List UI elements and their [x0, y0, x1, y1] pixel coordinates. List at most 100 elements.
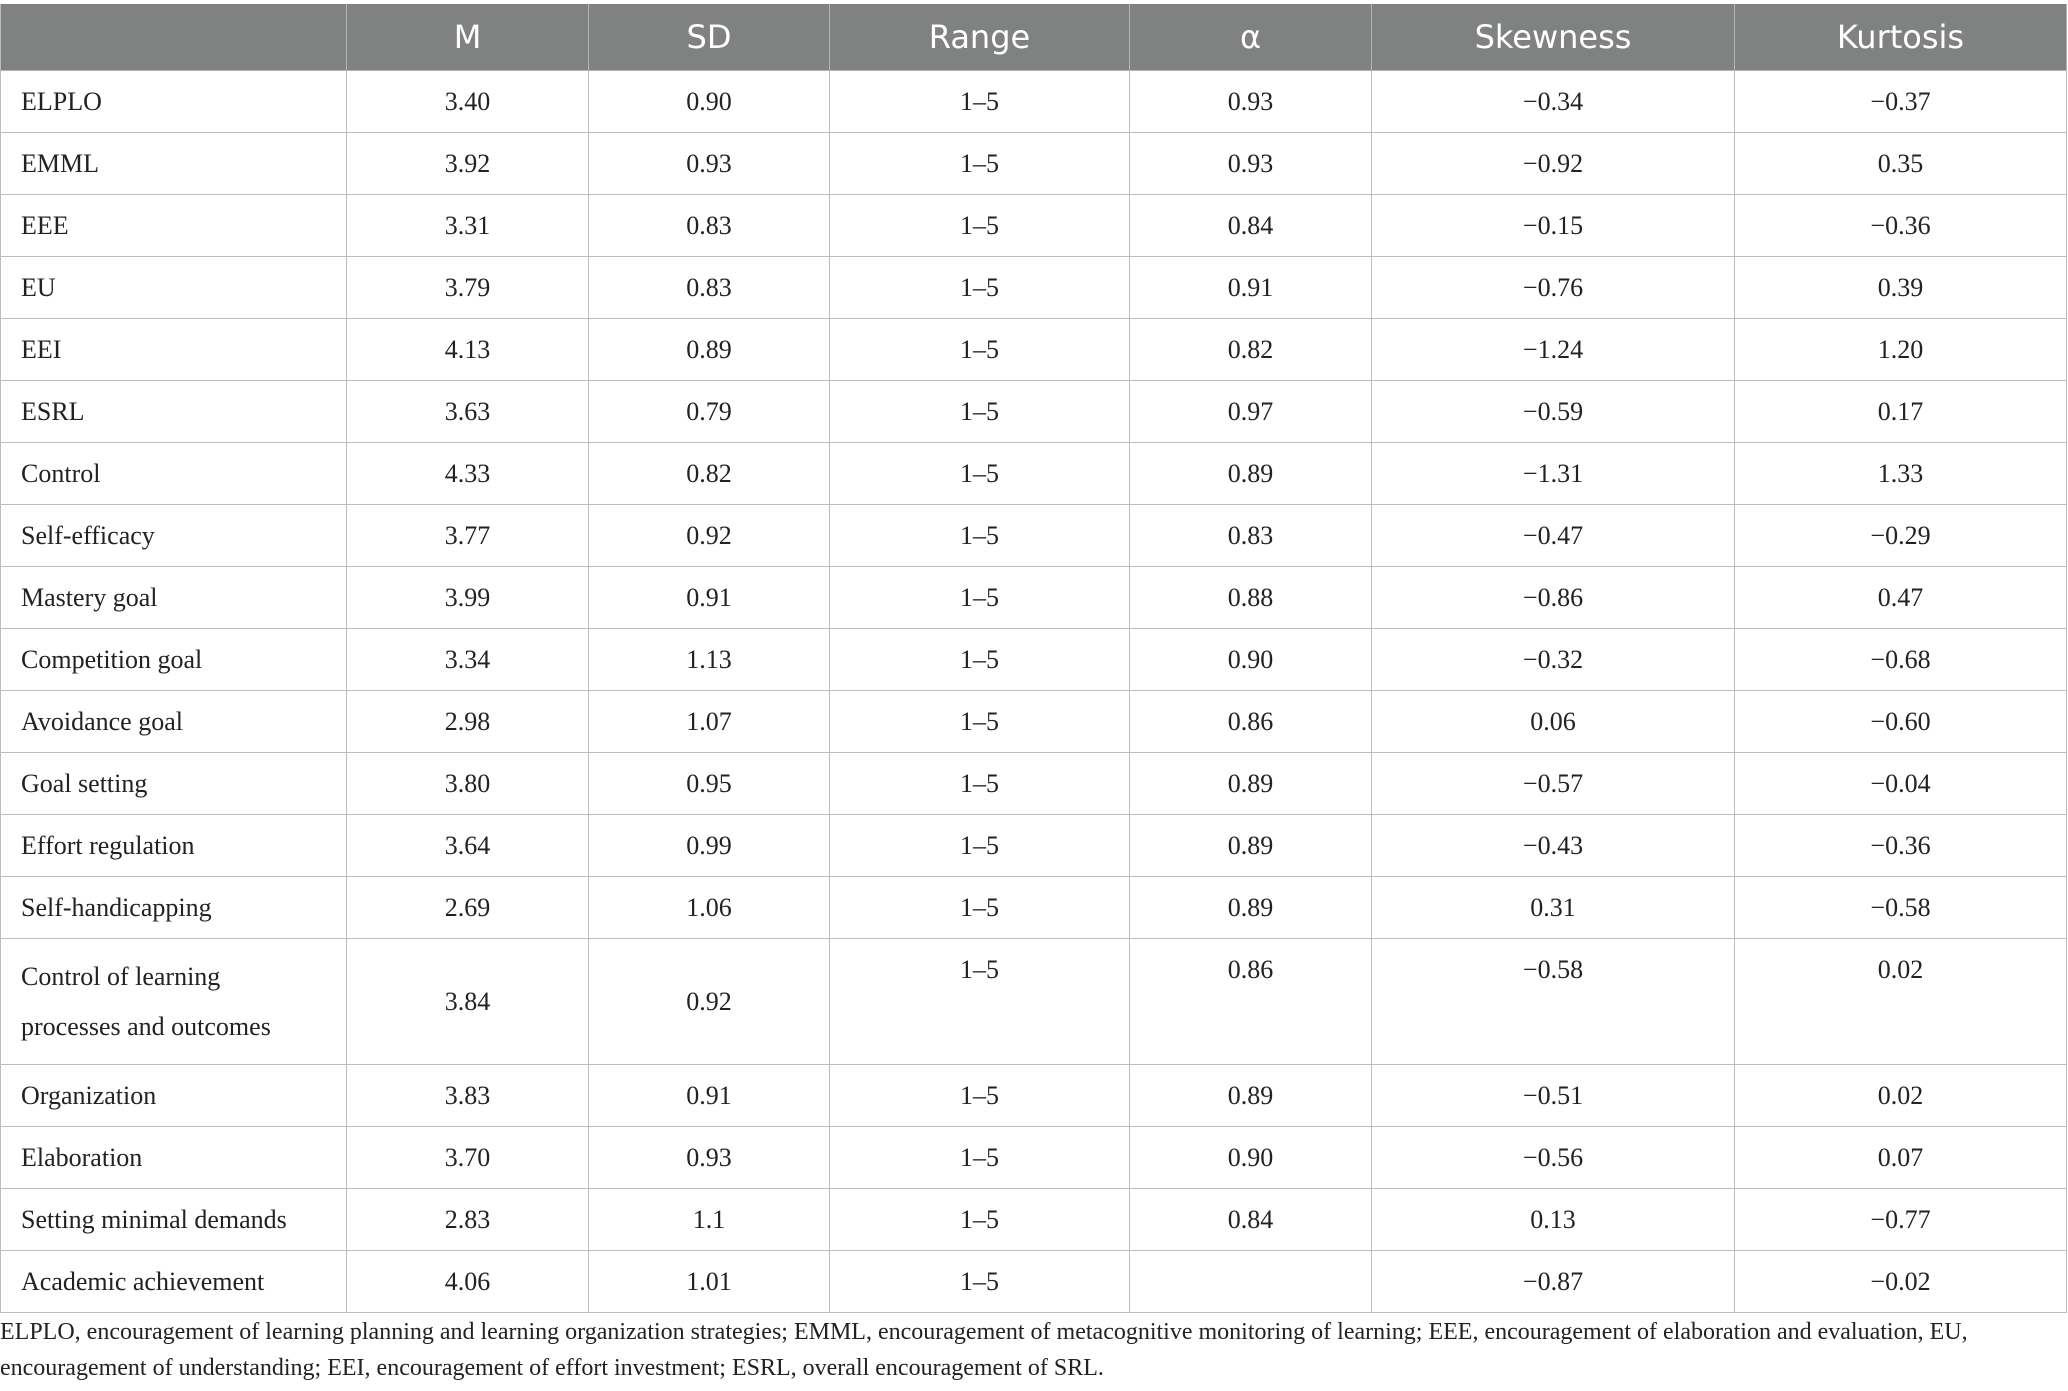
cell-alpha: 0.86 [1129, 690, 1372, 753]
cell-range: 1–5 [829, 1250, 1130, 1313]
table-row: ESRL 3.63 0.79 1–5 0.97 −0.59 0.17 [0, 380, 2067, 443]
cell-alpha: 0.84 [1129, 1188, 1372, 1251]
header-kurtosis: Kurtosis [1734, 4, 2067, 71]
cell-sd: 1.13 [588, 628, 830, 691]
table-row: Self-efficacy 3.77 0.92 1–5 0.83 −0.47 −… [0, 504, 2067, 567]
cell-alpha: 0.93 [1129, 132, 1372, 195]
row-label: EU [0, 256, 347, 319]
cell-mean: 3.77 [346, 504, 589, 567]
cell-range: 1–5 [829, 876, 1130, 939]
cell-sd: 1.1 [588, 1188, 830, 1251]
cell-mean: 3.79 [346, 256, 589, 319]
header-variable [0, 4, 347, 71]
cell-sd: 0.92 [588, 504, 830, 567]
table-row: EU 3.79 0.83 1–5 0.91 −0.76 0.39 [0, 256, 2067, 319]
cell-sd: 1.01 [588, 1250, 830, 1313]
table-row: Control of learning processes and outcom… [0, 938, 2067, 1065]
cell-alpha: 0.84 [1129, 194, 1372, 257]
cell-kurtosis: −0.60 [1734, 690, 2067, 753]
cell-range: 1–5 [829, 1188, 1130, 1251]
cell-mean: 3.92 [346, 132, 589, 195]
header-skewness: Skewness [1371, 4, 1735, 71]
cell-range: 1–5 [829, 256, 1130, 319]
table-row: Control 4.33 0.82 1–5 0.89 −1.31 1.33 [0, 442, 2067, 505]
cell-alpha: 0.89 [1129, 442, 1372, 505]
cell-skewness: −1.31 [1371, 442, 1735, 505]
cell-range: 1–5 [829, 1126, 1130, 1189]
table-row: EEI 4.13 0.89 1–5 0.82 −1.24 1.20 [0, 318, 2067, 381]
cell-range: 1–5 [829, 504, 1130, 567]
cell-kurtosis: 0.17 [1734, 380, 2067, 443]
cell-mean: 3.83 [346, 1064, 589, 1127]
cell-kurtosis: 0.02 [1734, 938, 2067, 1065]
table-row: Setting minimal demands 2.83 1.1 1–5 0.8… [0, 1188, 2067, 1251]
row-label-line2: processes and outcomes [21, 1011, 271, 1041]
cell-alpha: 0.89 [1129, 876, 1372, 939]
cell-alpha: 0.88 [1129, 566, 1372, 629]
cell-sd: 0.83 [588, 256, 830, 319]
cell-mean: 2.98 [346, 690, 589, 753]
descriptive-statistics-table-container: M SD Range α Skewness Kurtosis ELPLO 3.4… [0, 4, 2067, 1313]
cell-sd: 0.93 [588, 1126, 830, 1189]
table-row: Elaboration 3.70 0.93 1–5 0.90 −0.56 0.0… [0, 1126, 2067, 1189]
table-row: Goal setting 3.80 0.95 1–5 0.89 −0.57 −0… [0, 752, 2067, 815]
table-row: ELPLO 3.40 0.90 1–5 0.93 −0.34 −0.37 [0, 70, 2067, 133]
cell-kurtosis: 0.39 [1734, 256, 2067, 319]
cell-kurtosis: −0.36 [1734, 814, 2067, 877]
cell-alpha: 0.93 [1129, 70, 1372, 133]
cell-alpha: 0.89 [1129, 814, 1372, 877]
cell-mean: 3.99 [346, 566, 589, 629]
cell-alpha: 0.86 [1129, 938, 1372, 1065]
cell-skewness: −0.76 [1371, 256, 1735, 319]
cell-sd: 0.79 [588, 380, 830, 443]
cell-range: 1–5 [829, 690, 1130, 753]
cell-range: 1–5 [829, 194, 1130, 257]
cell-mean: 3.80 [346, 752, 589, 815]
cell-sd: 0.91 [588, 566, 830, 629]
cell-kurtosis: −0.04 [1734, 752, 2067, 815]
cell-alpha: 0.89 [1129, 1064, 1372, 1127]
descriptive-statistics-table: M SD Range α Skewness Kurtosis ELPLO 3.4… [0, 4, 2067, 1313]
cell-sd: 0.90 [588, 70, 830, 133]
cell-range: 1–5 [829, 380, 1130, 443]
table-row: Academic achievement 4.06 1.01 1–5 −0.87… [0, 1250, 2067, 1313]
cell-mean: 3.31 [346, 194, 589, 257]
cell-kurtosis: 1.20 [1734, 318, 2067, 381]
cell-kurtosis: 0.02 [1734, 1064, 2067, 1127]
header-mean: M [346, 4, 589, 71]
cell-kurtosis: −0.29 [1734, 504, 2067, 567]
cell-alpha: 0.97 [1129, 380, 1372, 443]
cell-skewness: −1.24 [1371, 318, 1735, 381]
cell-range: 1–5 [829, 752, 1130, 815]
row-label: Organization [0, 1064, 347, 1127]
cell-kurtosis: −0.77 [1734, 1188, 2067, 1251]
cell-alpha: 0.83 [1129, 504, 1372, 567]
cell-range: 1–5 [829, 628, 1130, 691]
table-row: Mastery goal 3.99 0.91 1–5 0.88 −0.86 0.… [0, 566, 2067, 629]
cell-skewness: −0.56 [1371, 1126, 1735, 1189]
cell-skewness: −0.34 [1371, 70, 1735, 133]
cell-skewness: −0.59 [1371, 380, 1735, 443]
row-label: ELPLO [0, 70, 347, 133]
cell-sd: 1.07 [588, 690, 830, 753]
cell-sd: 0.91 [588, 1064, 830, 1127]
cell-alpha: 0.90 [1129, 628, 1372, 691]
row-label: Goal setting [0, 752, 347, 815]
row-label: EMML [0, 132, 347, 195]
cell-kurtosis: 0.47 [1734, 566, 2067, 629]
cell-range: 1–5 [829, 442, 1130, 505]
cell-skewness: 0.06 [1371, 690, 1735, 753]
cell-range: 1–5 [829, 318, 1130, 381]
cell-range: 1–5 [829, 938, 1130, 1065]
table-row: Effort regulation 3.64 0.99 1–5 0.89 −0.… [0, 814, 2067, 877]
cell-skewness: −0.32 [1371, 628, 1735, 691]
cell-kurtosis: −0.37 [1734, 70, 2067, 133]
row-label: ESRL [0, 380, 347, 443]
row-label: Elaboration [0, 1126, 347, 1189]
cell-kurtosis: 1.33 [1734, 442, 2067, 505]
cell-mean: 2.83 [346, 1188, 589, 1251]
cell-sd: 0.83 [588, 194, 830, 257]
cell-kurtosis: −0.02 [1734, 1250, 2067, 1313]
row-label: Self-handicapping [0, 876, 347, 939]
cell-sd: 0.82 [588, 442, 830, 505]
